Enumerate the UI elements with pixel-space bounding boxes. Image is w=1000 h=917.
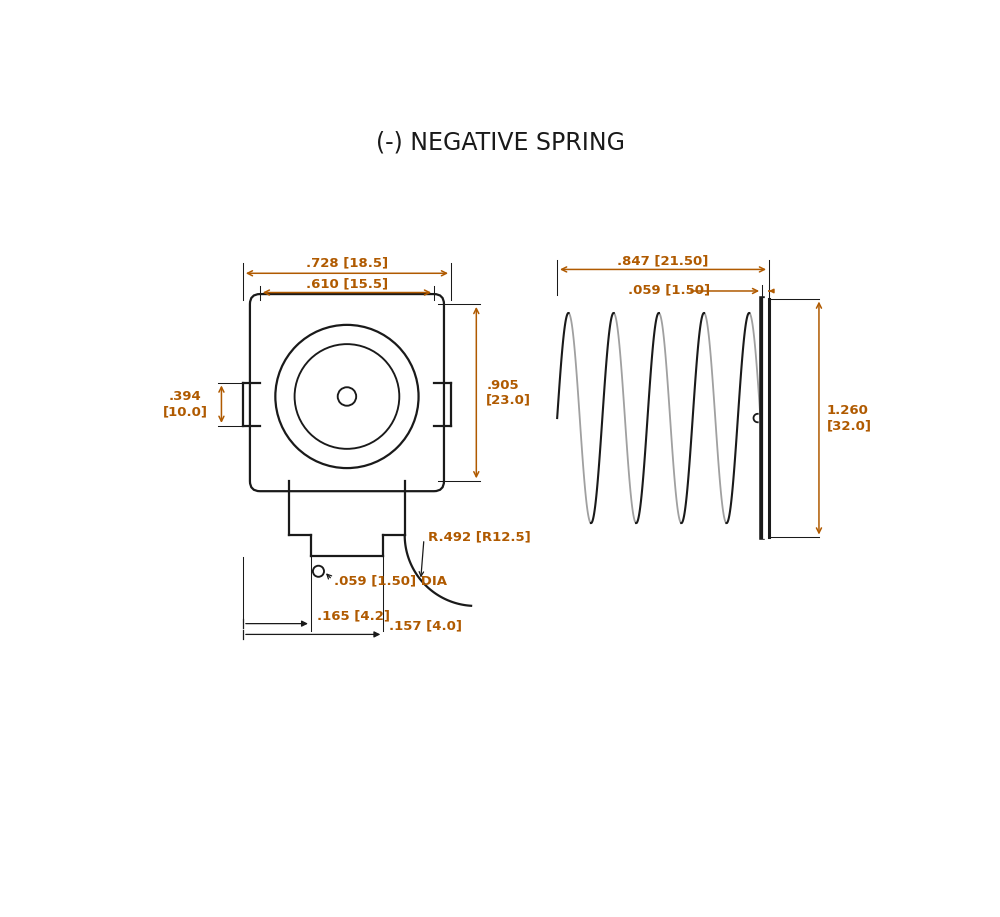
- Text: .610 [15.5]: .610 [15.5]: [306, 277, 388, 290]
- Text: .157 [4.0]: .157 [4.0]: [389, 620, 462, 633]
- Text: .059 [1.50] DIA: .059 [1.50] DIA: [334, 575, 447, 588]
- Text: .394
[10.0]: .394 [10.0]: [163, 390, 208, 418]
- Text: 1.260
[32.0]: 1.260 [32.0]: [827, 404, 872, 432]
- FancyBboxPatch shape: [250, 294, 444, 492]
- Text: .165 [4.2]: .165 [4.2]: [317, 609, 390, 622]
- Text: .905
[23.0]: .905 [23.0]: [486, 379, 531, 406]
- Text: .059 [1.50]: .059 [1.50]: [628, 283, 710, 296]
- Text: (-) NEGATIVE SPRING: (-) NEGATIVE SPRING: [376, 130, 625, 154]
- Text: R.492 [R12.5]: R.492 [R12.5]: [428, 531, 531, 544]
- Text: .847 [21.50]: .847 [21.50]: [617, 254, 709, 267]
- Text: .728 [18.5]: .728 [18.5]: [306, 257, 388, 270]
